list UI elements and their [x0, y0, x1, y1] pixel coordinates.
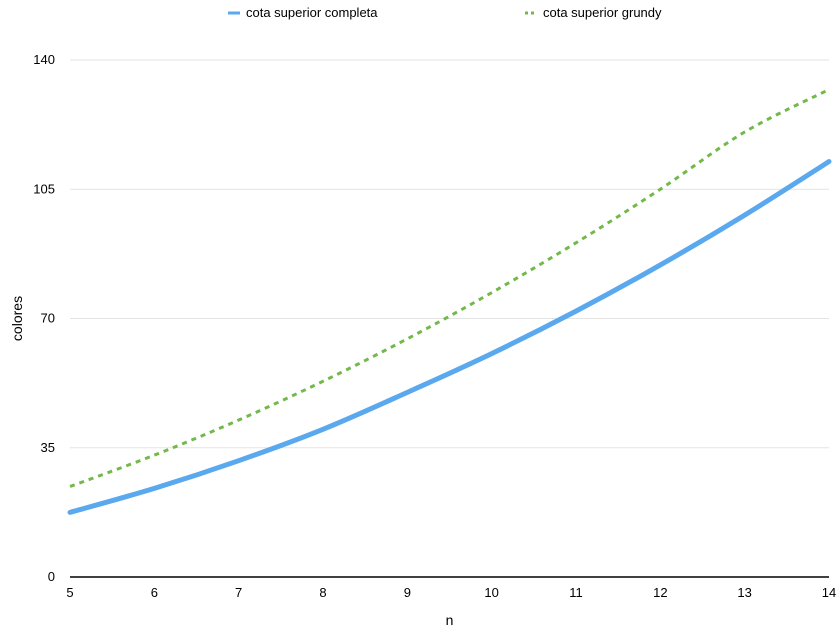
x-axis-tick-labels: 5 6 7 8 9 10 11 12 13 14	[66, 585, 836, 600]
x-tick-label: 9	[404, 585, 411, 600]
x-tick-label: 12	[653, 585, 667, 600]
x-tick-label: 10	[484, 585, 498, 600]
y-axis-title: colores	[9, 296, 25, 341]
x-tick-label: 8	[319, 585, 326, 600]
x-tick-label: 5	[66, 585, 73, 600]
series-line-1	[67, 159, 832, 515]
y-tick-label: 105	[33, 181, 55, 196]
series-lines	[67, 88, 832, 515]
x-tick-label: 7	[235, 585, 242, 600]
y-tick-label: 0	[48, 569, 55, 584]
grid-lines	[70, 59, 829, 449]
x-tick-label: 14	[822, 585, 836, 600]
x-axis-title: n	[446, 612, 454, 628]
y-tick-label: 70	[41, 311, 55, 326]
x-tick-label: 11	[569, 585, 583, 600]
legend-label: cota superior grundy	[543, 5, 662, 20]
y-axis-tick-labels: 0 35 70 105 140	[33, 52, 55, 584]
y-tick-label: 140	[33, 52, 55, 67]
legend: cota superior completa cota superior grun…	[228, 5, 662, 20]
legend-label: cota superior completa	[246, 5, 378, 20]
y-tick-label: 35	[41, 440, 55, 455]
x-tick-label: 13	[737, 585, 751, 600]
series-line-2	[69, 88, 830, 488]
x-tick-label: 6	[151, 585, 158, 600]
